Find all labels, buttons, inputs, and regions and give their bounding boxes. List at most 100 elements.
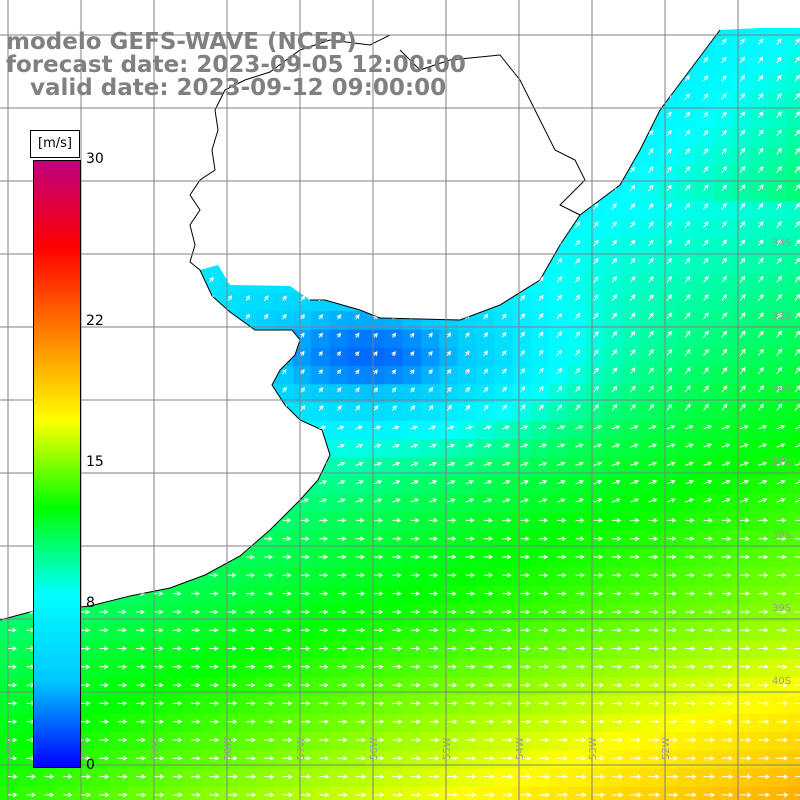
wind-arrow (355, 425, 363, 430)
wind-arrow (189, 113, 195, 119)
wind-arrow (740, 518, 750, 523)
wind-arrow (520, 664, 531, 670)
wind-arrow (245, 386, 251, 393)
wind-arrow (172, 461, 181, 467)
wind-arrow (685, 536, 695, 542)
wind-arrow (355, 774, 367, 779)
wind-arrow (117, 240, 123, 247)
wind-arrow (245, 737, 256, 743)
wind-arrow (80, 313, 86, 320)
wind-arrow (263, 167, 269, 174)
wind-arrow (776, 220, 782, 228)
wind-arrow (245, 536, 255, 542)
wind-arrow (81, 609, 91, 615)
wind-arrow (483, 75, 489, 82)
wind-arrow (447, 572, 457, 578)
wind-arrow (556, 385, 563, 393)
wind-arrow (172, 404, 178, 411)
wind-arrow (758, 443, 768, 448)
wind-arrow (355, 646, 366, 651)
wind-arrow (611, 664, 623, 670)
wind-arrow (483, 148, 489, 155)
wind-arrow (318, 443, 327, 449)
wind-arrow (721, 221, 727, 228)
wind-arrow (502, 627, 513, 633)
wind-arrow (25, 349, 32, 357)
wind-arrow (446, 39, 452, 45)
wind-arrow (465, 443, 474, 448)
wind-arrow (757, 165, 764, 174)
wind-arrow (391, 112, 397, 119)
wind-arrow (593, 75, 599, 82)
wind-arrow (739, 348, 746, 357)
wind-arrow (374, 701, 385, 706)
wind-arrow (776, 38, 782, 45)
wind-arrow (465, 536, 475, 542)
wind-arrow (593, 591, 604, 596)
wind-arrow (263, 23, 267, 27)
lon-label: 53W (588, 737, 599, 760)
wind-arrow (703, 221, 709, 228)
wind-arrow (355, 443, 364, 449)
wind-arrow (374, 627, 384, 633)
wind-arrow (43, 113, 48, 119)
wind-arrow (190, 168, 195, 174)
wind-arrow (501, 166, 507, 174)
wind-arrow (721, 366, 728, 375)
wind-arrow (757, 330, 764, 338)
wind-arrow (392, 443, 401, 449)
wind-arrow (684, 479, 695, 485)
wind-arrow (410, 792, 422, 798)
wind-arrow (465, 22, 469, 26)
wind-arrow (172, 313, 178, 320)
wind-arrow (209, 425, 217, 430)
wind-arrow (117, 737, 128, 743)
wind-arrow (538, 518, 549, 523)
wind-arrow (611, 75, 617, 82)
wind-arrow (99, 609, 109, 615)
wind-arrow (154, 386, 160, 393)
wind-arrow (465, 39, 470, 45)
wind-arrow (26, 462, 34, 467)
wind-arrow (355, 627, 366, 633)
wind-arrow (8, 536, 17, 542)
wind-arrow (208, 368, 214, 375)
wind-arrow (374, 518, 384, 523)
wind-arrow (557, 22, 561, 27)
wind-arrow (776, 111, 782, 119)
wind-arrow (794, 479, 800, 485)
wind-arrow (556, 443, 566, 448)
wind-arrow (611, 275, 618, 283)
wind-arrow (446, 368, 452, 375)
wind-arrow (374, 719, 385, 725)
wind-arrow (447, 4, 451, 8)
wind-arrow (373, 167, 379, 174)
wind-arrow (648, 166, 654, 174)
wind-arrow (520, 755, 532, 761)
wind-arrow (6, 168, 12, 174)
wind-arrow (300, 774, 312, 779)
wind-arrow (116, 186, 122, 192)
wind-arrow (208, 404, 215, 411)
wind-arrow (648, 664, 660, 670)
wind-arrow (428, 425, 437, 430)
wind-arrow (776, 701, 788, 706)
wind-arrow (227, 591, 237, 596)
wind-arrow (757, 111, 764, 119)
wind-arrow (227, 386, 233, 393)
wind-arrow (757, 129, 764, 137)
wind-arrow (337, 443, 346, 449)
wind-arrow (136, 737, 146, 743)
wind-arrow (501, 479, 511, 485)
wind-arrow (666, 498, 676, 503)
wind-arrow (648, 348, 654, 357)
wind-arrow (209, 755, 220, 761)
wind-arrow (374, 774, 385, 779)
wind-arrow (685, 21, 689, 26)
wind-arrow (99, 701, 110, 706)
wind-arrow (557, 518, 567, 523)
wind-arrow (318, 23, 322, 27)
wind-arrow (117, 609, 127, 615)
wind-arrow (575, 664, 586, 670)
wind-arrow (611, 257, 618, 265)
